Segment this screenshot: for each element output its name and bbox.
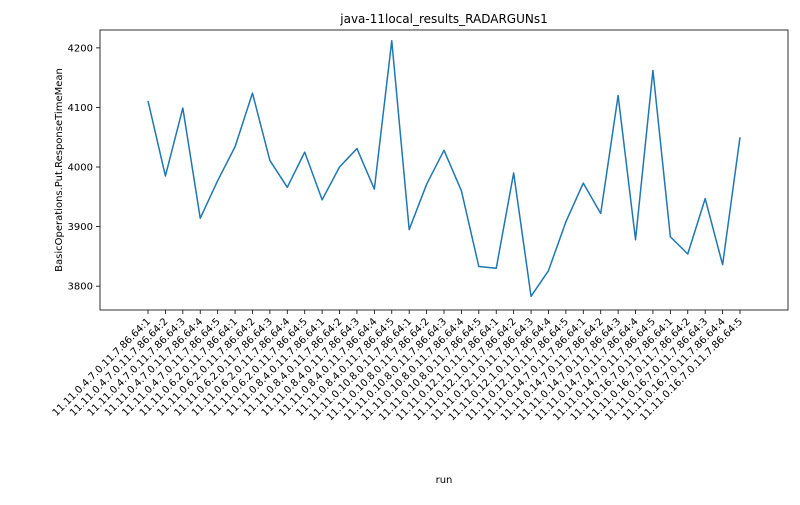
data-point xyxy=(163,173,168,178)
data-point xyxy=(372,187,377,192)
data-point xyxy=(511,170,516,175)
data-point xyxy=(720,262,725,267)
data-point xyxy=(442,148,447,153)
data-point xyxy=(337,165,342,170)
data-point xyxy=(389,38,394,43)
data-point xyxy=(198,216,203,221)
data-point xyxy=(546,268,551,273)
data-point xyxy=(633,237,638,242)
data-point xyxy=(320,197,325,202)
y-tick-label: 4000 xyxy=(68,163,93,174)
data-point xyxy=(407,227,412,232)
data-point xyxy=(146,98,151,103)
data-point xyxy=(563,219,568,224)
data-point xyxy=(529,294,534,299)
data-point xyxy=(650,68,655,73)
y-tick-label: 3900 xyxy=(68,222,93,233)
data-point xyxy=(180,106,185,111)
data-point xyxy=(215,178,220,183)
y-tick-label: 4200 xyxy=(68,43,93,54)
data-point xyxy=(354,146,359,151)
series-line xyxy=(147,39,741,298)
y-tick-label: 3800 xyxy=(68,282,93,293)
data-point xyxy=(494,266,499,271)
data-point xyxy=(685,252,690,257)
data-point xyxy=(267,158,272,163)
data-point xyxy=(476,264,481,269)
x-axis-title: run xyxy=(436,475,453,486)
data-point xyxy=(738,135,743,140)
series-layer xyxy=(146,38,743,299)
data-point xyxy=(424,182,429,187)
data-point xyxy=(703,196,708,201)
data-point xyxy=(668,234,673,239)
x-axis: 11.11.0.4.7.0.11.7.86.64:111.11.0.4.7.0.… xyxy=(51,310,745,423)
y-axis: 3800 3900 4000 4100 4200 xyxy=(68,43,100,293)
data-point xyxy=(459,188,464,193)
data-point xyxy=(616,93,621,98)
y-axis-title: BasicOperations.Put.ResponseTimeMean xyxy=(54,68,65,272)
data-point xyxy=(581,181,586,186)
data-point xyxy=(302,150,307,155)
data-point xyxy=(598,211,603,216)
data-point xyxy=(285,185,290,190)
y-tick-label: 4100 xyxy=(68,103,93,114)
data-point xyxy=(233,144,238,149)
chart-title: java-11local_results_RADARGUNs1 xyxy=(339,12,548,26)
data-point xyxy=(250,91,255,96)
plot-frame xyxy=(99,29,789,311)
